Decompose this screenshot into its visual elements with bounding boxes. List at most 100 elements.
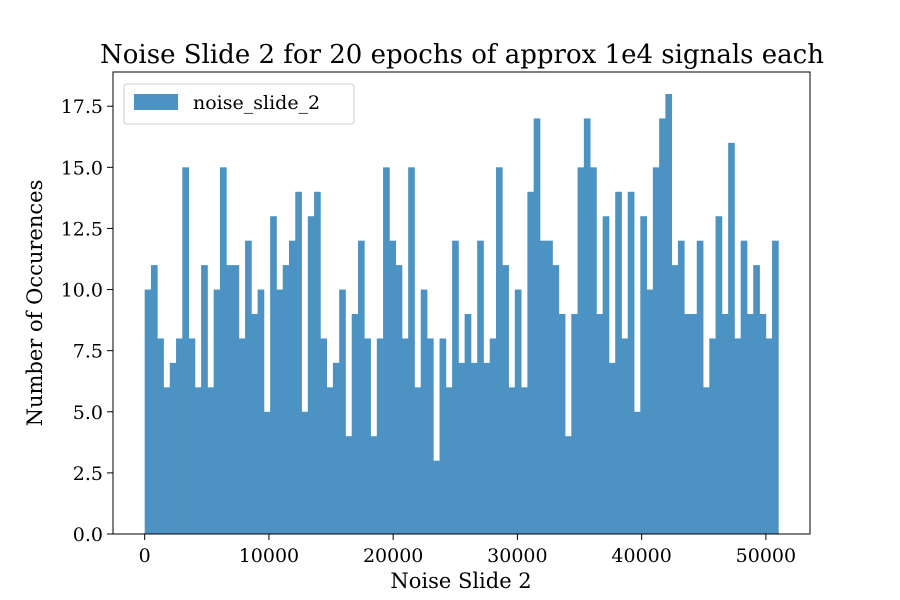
histogram-bar (684, 314, 691, 534)
histogram-bar (646, 289, 654, 534)
x-tick-label: 50000 (736, 545, 796, 567)
histogram-bar (188, 338, 196, 534)
histogram-bar (709, 338, 716, 534)
histogram-bar (577, 167, 585, 534)
histogram-bar (677, 240, 685, 535)
histogram-bar (314, 191, 321, 534)
legend-swatch (134, 94, 178, 110)
histogram-bar (596, 314, 604, 534)
x-tick-label: 0 (139, 545, 151, 567)
histogram-bar (602, 216, 610, 534)
histogram-bar (213, 289, 221, 534)
legend: noise_slide_2 (123, 83, 355, 125)
histogram-bar (759, 314, 767, 534)
histogram-bar (483, 362, 491, 534)
histogram-bar (546, 240, 553, 535)
histogram-bar (533, 118, 541, 534)
histogram-bar (176, 338, 183, 534)
histogram-bar (339, 289, 346, 534)
histogram-bar (640, 216, 647, 534)
histogram-bar (772, 240, 779, 535)
histogram-bar (690, 314, 698, 534)
histogram-bar (383, 167, 390, 534)
y-axis-label: Number of Occurences (23, 180, 47, 427)
histogram-bar (552, 265, 560, 534)
histogram-bar (608, 362, 616, 534)
histogram-bar (765, 338, 773, 534)
histogram-bar (470, 362, 478, 534)
histogram-bar (163, 387, 171, 534)
histogram-bar (458, 362, 466, 534)
histogram-bar (201, 265, 208, 534)
x-axis-ticks: 0 10000 20000 30000 40000 50000 (139, 534, 796, 567)
histogram-bar (420, 289, 428, 534)
y-tick-label: 12.5 (61, 218, 103, 240)
histogram-bar (590, 167, 597, 534)
histogram-bar (740, 240, 748, 535)
histogram-bar (401, 338, 409, 534)
chart-title: Noise Slide 2 for 20 epochs of approx 1e… (100, 40, 824, 70)
x-tick-label: 30000 (487, 545, 547, 567)
histogram-bar (395, 265, 403, 534)
histogram-bar (659, 118, 666, 534)
histogram-bar (558, 314, 566, 534)
histogram-bar (370, 436, 378, 534)
histogram-bar (621, 338, 629, 534)
histogram-bar (696, 240, 704, 535)
histogram-bar (288, 240, 296, 535)
histogram-bar (232, 265, 240, 534)
histogram-bar (270, 216, 277, 534)
histogram-bar (477, 240, 484, 535)
x-axis-label: Noise Slide 2 (390, 569, 531, 593)
histogram-bar (565, 436, 572, 534)
histogram-bar (226, 265, 233, 534)
histogram-bar (150, 265, 158, 534)
histogram-bar (427, 338, 434, 534)
y-axis-ticks: 0.0 2.5 5.0 7.5 10.0 12.5 15.0 17.5 (61, 96, 113, 546)
histogram-bar (263, 411, 271, 534)
histogram-bar (307, 216, 315, 534)
histogram-bar (295, 191, 302, 534)
histogram-bar (257, 289, 265, 534)
histogram-bar (703, 387, 710, 534)
histogram-bar (502, 265, 509, 534)
histogram-bar (251, 314, 258, 534)
histogram-bar (539, 240, 547, 535)
histogram-bar (583, 118, 591, 534)
histogram-bar (452, 240, 459, 535)
histogram-bar (527, 191, 535, 534)
histogram-bar (345, 436, 353, 534)
plot-frame (112, 71, 811, 535)
histogram-bar (357, 240, 365, 535)
histogram-bar (408, 167, 415, 534)
histogram-bar (376, 338, 384, 534)
histogram-bar (433, 460, 440, 534)
histogram-bar (414, 387, 422, 534)
histogram-bar (245, 240, 252, 535)
histogram-bar (364, 338, 371, 534)
histogram-bar (665, 94, 673, 534)
histogram-bar (715, 216, 723, 534)
histogram-bar (496, 167, 503, 534)
histogram-bar (753, 265, 760, 534)
histogram-bar (194, 387, 202, 534)
histogram-bar (238, 338, 246, 534)
histogram-bar (489, 338, 497, 534)
histogram-bar (157, 338, 164, 534)
histogram-bar (445, 387, 453, 534)
y-tick-label: 0.0 (73, 524, 103, 546)
histogram-bar (301, 411, 309, 534)
histogram-bar (464, 314, 472, 534)
y-tick-label: 10.0 (61, 280, 103, 302)
histogram-bar (320, 338, 328, 534)
histogram-bar (615, 191, 622, 534)
x-tick-label: 10000 (239, 545, 299, 567)
y-tick-label: 2.5 (73, 463, 103, 485)
histogram-bar (169, 362, 177, 534)
histogram-bar (521, 387, 528, 534)
histogram-bar (207, 387, 215, 534)
legend-label: noise_slide_2 (193, 92, 320, 114)
histogram-bar (728, 142, 735, 534)
histogram-bar (671, 265, 679, 534)
